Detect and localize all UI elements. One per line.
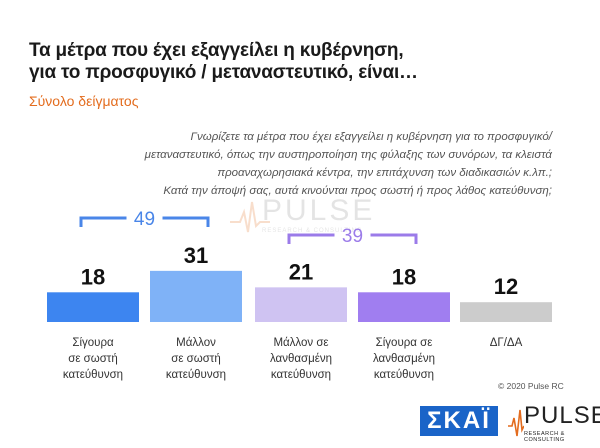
data-label-1: 31: [184, 243, 208, 268]
bracket-right-0: [162, 216, 210, 227]
bar-4: [460, 302, 552, 322]
pulse-watermark: PULSE RESEARCH & CONSULTING: [230, 192, 380, 240]
bar-2: [255, 287, 347, 322]
data-label-0: 18: [81, 264, 105, 289]
bracket-label-0: 49: [134, 209, 155, 230]
watermark-sub: RESEARCH & CONSULTING: [262, 228, 363, 234]
bracket-left-0: [79, 216, 127, 227]
category-label-4-0: ΔΓ/ΔΑ: [490, 337, 523, 349]
title-line-1: Τα μέτρα που έχει εξαγγείλει η κυβέρνηση…: [29, 40, 404, 61]
bracket-label-1: 39: [342, 226, 363, 247]
category-label-1-1: σε σωστή: [171, 353, 221, 365]
question-line-4: Κατά την άποψή σας, αυτά κινούνται προς …: [163, 185, 552, 197]
category-label-1-0: Μάλλον: [176, 337, 216, 349]
category-label-3-1: λανθασμένη: [373, 353, 435, 365]
pulse-wave-icon: [230, 201, 270, 233]
skai-logo: ΣΚΑΪ: [420, 406, 498, 436]
pulse-logo: PULSE RESEARCH & CONSULTING: [508, 402, 600, 443]
question-line-1: Γνωρίζετε τα μέτρα που έχει εξαγγείλει η…: [190, 131, 552, 143]
category-label-0-1: σε σωστή: [68, 353, 118, 365]
category-label-0-2: κατεύθυνση: [63, 369, 123, 381]
pulse-logo-sub: RESEARCH & CONSULTING: [524, 431, 565, 443]
title-line-2: για το προσφυγικό / μεταναστευτικό, είνα…: [29, 62, 418, 83]
bracket-left-1: [287, 233, 335, 244]
category-label-2-1: λανθασμένη: [270, 353, 332, 365]
bracket-right-1: [370, 233, 418, 244]
pulse-logo-text: PULSE: [524, 402, 600, 429]
bar-3: [358, 292, 450, 322]
category-label-2-2: κατεύθυνση: [271, 369, 331, 381]
pulse-logo-wave-icon: [508, 409, 524, 437]
data-label-2: 21: [289, 259, 313, 284]
category-label-3-2: κατεύθυνση: [374, 369, 434, 381]
bar-0: [47, 292, 139, 322]
survey-question: Γνωρίζετε τα μέτρα που έχει εξαγγείλει η…: [60, 128, 552, 200]
category-label-2-0: Μάλλον σε: [273, 337, 328, 349]
bar-1: [150, 270, 242, 322]
category-label-1-2: κατεύθυνση: [166, 369, 226, 381]
question-line-2: μεταναστευτικό, όπως την αυστηροποίηση τ…: [144, 149, 552, 161]
data-label-4: 12: [494, 274, 518, 299]
question-line-3: προαναχωρησιακά κέντρα, την επιτάχυνση τ…: [217, 167, 552, 179]
copyright: © 2020 Pulse RC: [498, 381, 564, 391]
category-label-0-0: Σίγουρα: [72, 337, 114, 349]
chart-subtitle: Σύνολο δείγματος: [29, 93, 139, 109]
watermark-text: PULSE: [262, 194, 376, 227]
data-label-3: 18: [392, 264, 416, 289]
category-label-3-0: Σίγουρα σε: [376, 337, 433, 349]
chart-title: Τα μέτρα που έχει εξαγγείλει η κυβέρνηση…: [29, 40, 569, 84]
